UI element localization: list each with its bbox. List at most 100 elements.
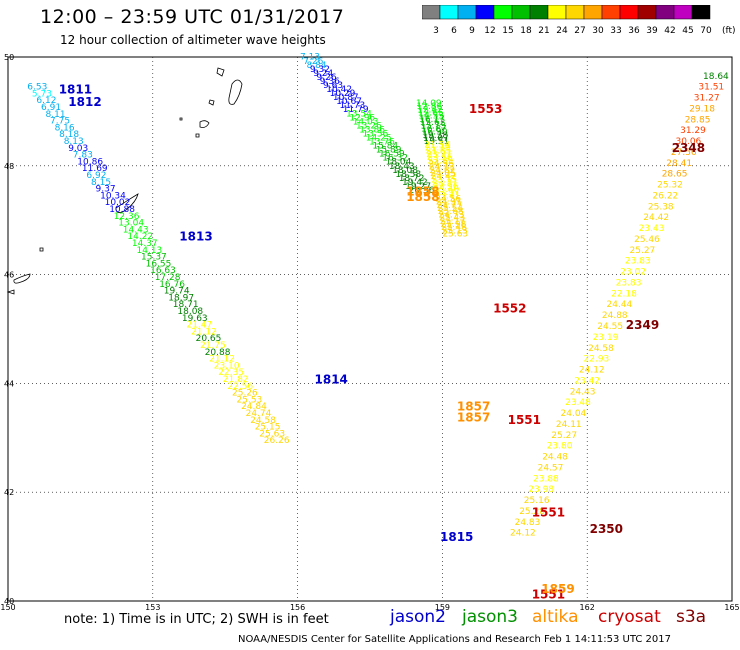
wave-height-label: 25.46 bbox=[634, 235, 660, 245]
wave-height-label: 9.26 bbox=[317, 73, 337, 83]
wave-height-label: 19.27 bbox=[405, 182, 431, 192]
wave-height-label: 14.37 bbox=[132, 239, 158, 249]
map-title: 12:00 – 23:59 UTC 01/31/2017 bbox=[40, 6, 345, 28]
wave-height-label: 13.86 bbox=[359, 125, 385, 135]
wave-height-label: 8.18 bbox=[59, 130, 79, 140]
wave-height-label: 9.32 bbox=[310, 65, 330, 75]
wave-height-label: 25.28 bbox=[519, 507, 545, 517]
wave-height-label: 24.73 bbox=[439, 210, 465, 220]
wave-height-label: 23.83 bbox=[625, 257, 651, 267]
coastline bbox=[39, 247, 44, 252]
wave-height-label: 23.42 bbox=[574, 376, 600, 386]
footer-note: note: 1) Time is in UTC; 2) SWH is in fe… bbox=[64, 612, 329, 627]
legend-tick: 45 bbox=[682, 26, 693, 35]
wave-height-label: 16.90 bbox=[422, 128, 448, 138]
wave-height-label: 23.10 bbox=[214, 361, 240, 371]
legend-tick: 18 bbox=[520, 26, 532, 35]
wave-height-label: 16.59 bbox=[379, 150, 405, 160]
lat-tick-label: 46 bbox=[4, 271, 14, 280]
wave-height-label: 19.38 bbox=[422, 131, 448, 141]
wave-height-label: 22.89 bbox=[428, 156, 454, 166]
map-frame bbox=[7, 56, 733, 602]
wave-height-label: 15.13 bbox=[420, 121, 446, 131]
wave-height-label: 27.56 bbox=[671, 148, 697, 158]
pass-time-label: 1551 bbox=[532, 506, 565, 520]
wave-height-label: 24.57 bbox=[538, 463, 564, 473]
wave-height-label: 28.85 bbox=[685, 115, 711, 125]
wave-height-label: 21.12 bbox=[191, 327, 217, 337]
wave-height-label: 22.56 bbox=[227, 382, 253, 392]
wave-height-label: 17.28 bbox=[155, 273, 181, 283]
wave-height-label: 6.92 bbox=[86, 171, 106, 181]
wave-height-label: 24.56 bbox=[435, 195, 461, 205]
wave-height-label: 14.09 bbox=[416, 99, 442, 109]
wave-height-label: 25.32 bbox=[657, 181, 683, 191]
lat-tick-label: 40 bbox=[4, 597, 14, 606]
wave-height-label: 6.91 bbox=[41, 103, 61, 113]
coastline bbox=[208, 99, 215, 106]
wave-height-label: 25.43 bbox=[439, 214, 465, 224]
legend-tick: 70 bbox=[700, 26, 712, 35]
wave-height-label: 25.68 bbox=[438, 207, 464, 217]
wave-height-label: 12.86 bbox=[417, 102, 443, 112]
coastline bbox=[216, 67, 225, 77]
wave-height-label: 23.83 bbox=[616, 279, 642, 289]
pass-time-label: 2349 bbox=[626, 318, 659, 332]
wave-height-label: 18.97 bbox=[168, 293, 194, 303]
wave-height-label: 10.02 bbox=[105, 198, 131, 208]
wave-height-label: 15.89 bbox=[376, 146, 402, 156]
wave-height-label: 9.36 bbox=[320, 77, 340, 87]
wave-height-label: 22.93 bbox=[584, 355, 610, 365]
wave-height-label: 23.88 bbox=[533, 474, 559, 484]
wave-height-label: 19.07 bbox=[423, 134, 449, 144]
pass-time-label: 1857 bbox=[457, 411, 490, 425]
wave-height-label: 24.91 bbox=[436, 198, 462, 208]
wave-height-label: 14.13 bbox=[137, 246, 163, 256]
wave-height-label: 14.55 bbox=[418, 112, 444, 122]
wave-height-label: 21.75 bbox=[200, 341, 226, 351]
wave-height-label: 19.74 bbox=[164, 287, 190, 297]
wave-height-label: 12.65 bbox=[418, 109, 444, 119]
wave-height-label: 8.13 bbox=[64, 137, 84, 147]
color-legend: 3 6 9 12 15 18 21 24 27 30 33 36 39 42 45 70 (ft) bbox=[422, 5, 736, 35]
wave-height-label: 9.37 bbox=[96, 185, 116, 195]
wave-height-label: 25.54 bbox=[437, 204, 463, 214]
coastline bbox=[228, 79, 243, 105]
wave-height-label: 22.18 bbox=[611, 289, 637, 299]
wave-height-label: 24.74 bbox=[246, 409, 272, 419]
wave-height-label: 31.29 bbox=[680, 126, 706, 136]
wave-height-label: 14.03 bbox=[353, 117, 379, 127]
wave-height-label: 25.63 bbox=[259, 429, 285, 439]
wave-height-label: 18.43 bbox=[389, 162, 415, 172]
wave-height-label: 24.12 bbox=[579, 366, 605, 376]
wave-height-label: 25.98 bbox=[441, 220, 467, 230]
legend-tick: 15 bbox=[502, 26, 513, 35]
wave-height-label: 24.58 bbox=[250, 416, 276, 426]
wave-height-label: 10.88 bbox=[109, 205, 135, 215]
wave-height-label: 23.41 bbox=[435, 191, 461, 201]
mission-label: altika bbox=[532, 607, 579, 627]
wave-height-label: 25.15 bbox=[255, 423, 281, 433]
wave-height-label: 24.42 bbox=[431, 172, 457, 182]
wave-height-label: 25.17 bbox=[440, 217, 466, 227]
wave-height-label: 25.13 bbox=[442, 226, 468, 236]
wave-height-label: 24.11 bbox=[556, 420, 582, 430]
wave-height-label: 12.42 bbox=[417, 105, 443, 115]
wave-height-label: 24.05 bbox=[430, 169, 456, 179]
wave-height-label: 24.13 bbox=[429, 163, 455, 173]
wave-height-label: 30.06 bbox=[676, 137, 702, 147]
wave-height-label: 24.48 bbox=[542, 453, 568, 463]
wave-height-label: 19.51 bbox=[424, 137, 450, 147]
legend-unit: (ft) bbox=[722, 26, 736, 35]
wave-height-label: 11.73 bbox=[340, 101, 366, 111]
wave-height-label: 21.12 bbox=[209, 355, 235, 365]
pass-time-label: 1858 bbox=[406, 190, 439, 204]
wave-height-label: 10.34 bbox=[100, 191, 126, 201]
wave-height-label: 25.63 bbox=[442, 230, 468, 240]
wave-height-label: 28.65 bbox=[662, 170, 688, 180]
legend-tick: 42 bbox=[664, 26, 675, 35]
wave-height-label: 16.32 bbox=[382, 154, 408, 164]
wave-height-label: 24.56 bbox=[428, 160, 454, 170]
pass-time-label: 1812 bbox=[68, 95, 101, 109]
wave-height-label: 16.55 bbox=[146, 259, 172, 269]
